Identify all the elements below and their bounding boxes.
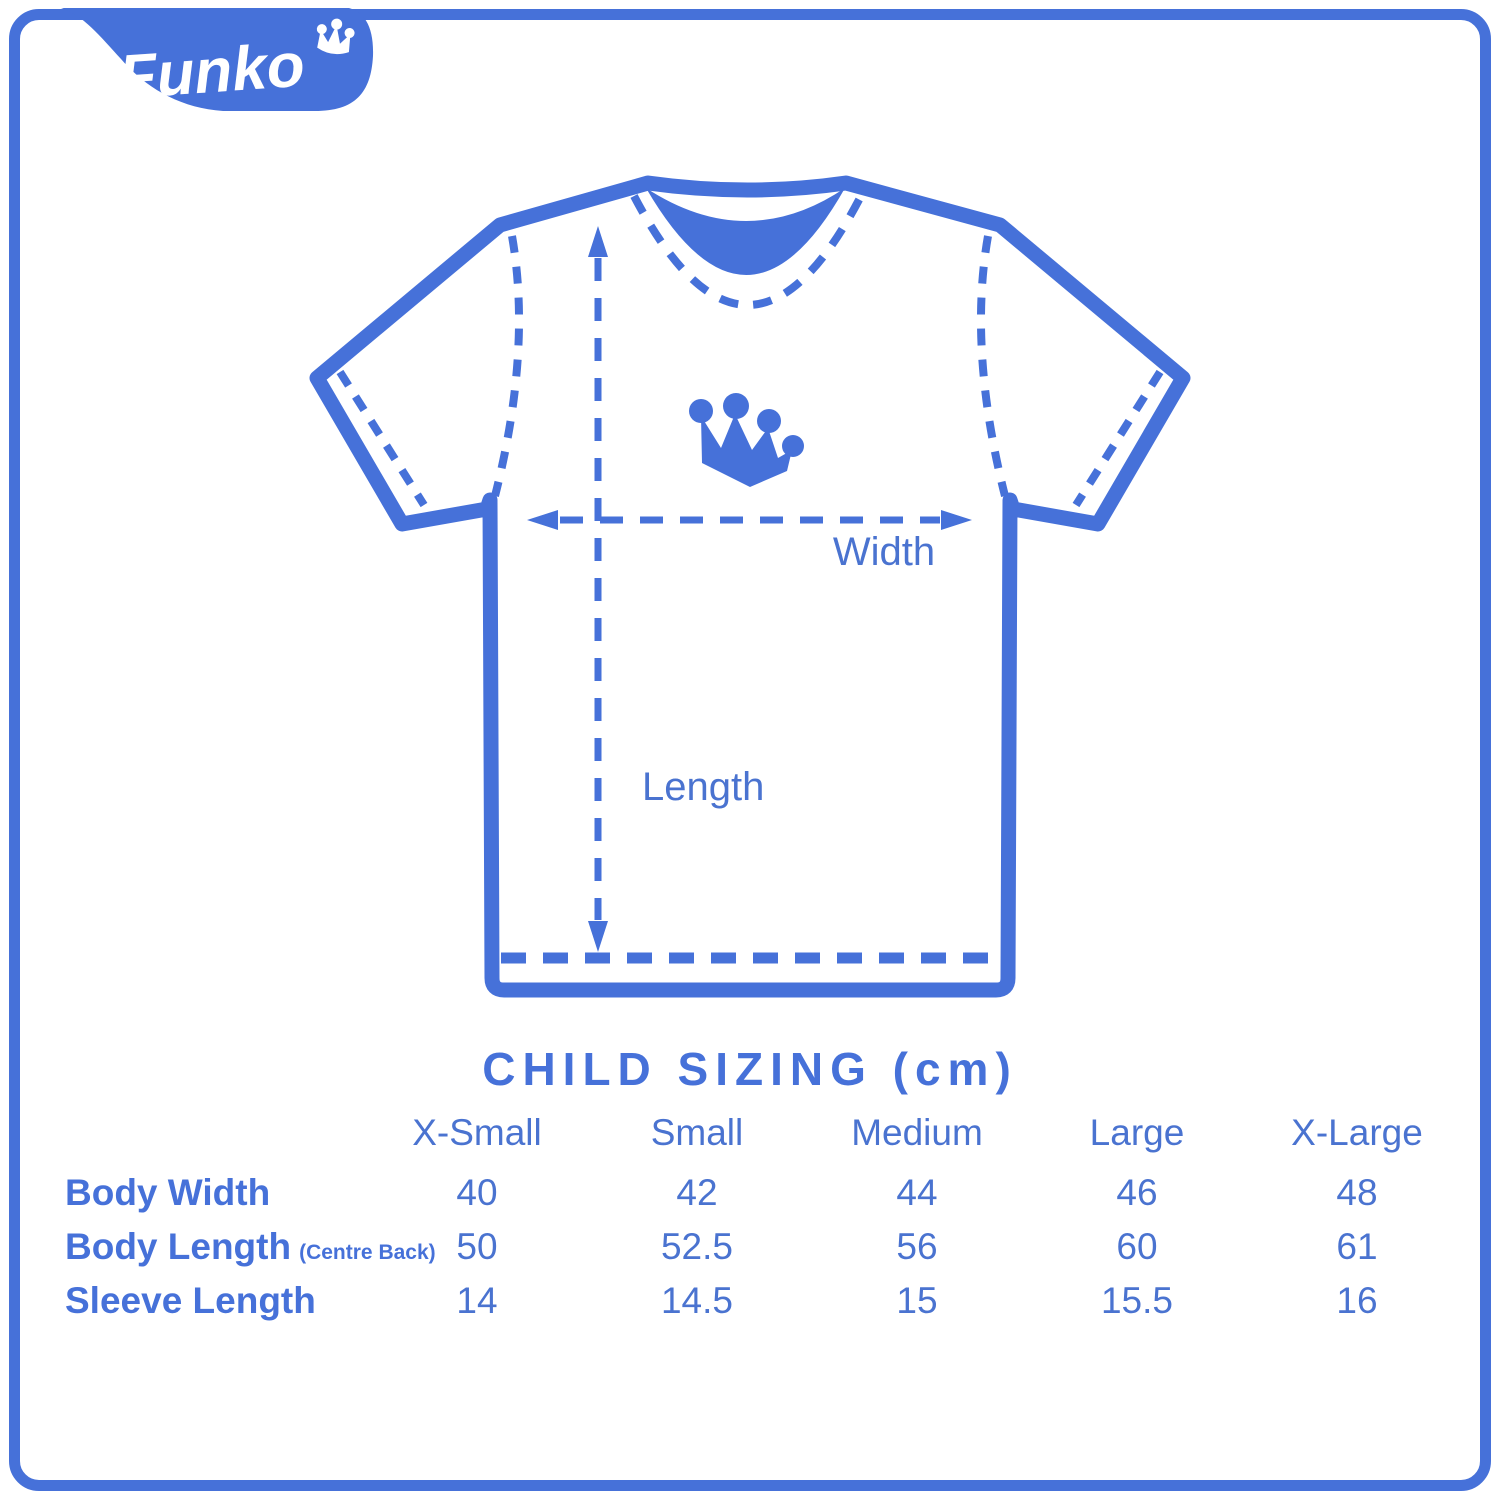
- page-border-frame: [9, 9, 1491, 1491]
- size-value-cell: 44: [896, 1172, 938, 1213]
- tshirt-outline: [309, 175, 1191, 998]
- width-arrow: [527, 510, 972, 530]
- size-value-cell: 14.5: [660, 1280, 733, 1321]
- sizing-title: CHILD SIZING (cm): [482, 1043, 1018, 1095]
- size-value-cell: 56: [896, 1226, 938, 1267]
- size-value-cell: 40: [456, 1172, 498, 1213]
- logo-badge-blob: [61, 8, 374, 111]
- left-armhole-seam: [491, 235, 524, 497]
- measurement-row-label: Body Length (Centre Back): [60, 1226, 436, 1268]
- brand-name: Funko: [116, 31, 306, 113]
- size-value-cell: 60: [1116, 1226, 1158, 1267]
- row-label-note: (Centre Back): [299, 1241, 436, 1264]
- row-label-text: Body Length: [65, 1226, 292, 1267]
- size-value-cell: 50: [456, 1226, 498, 1267]
- funko-logo: Funko: [61, 8, 374, 113]
- size-value-cell: 16: [1336, 1280, 1378, 1321]
- size-value-cell: 61: [1336, 1226, 1378, 1267]
- length-arrow: [588, 226, 608, 952]
- crown-icon: [689, 393, 804, 487]
- size-value-cell: 42: [676, 1172, 718, 1213]
- size-column-header: Large: [1089, 1112, 1185, 1153]
- size-value-cell: 48: [1336, 1172, 1378, 1213]
- size-value-cell: 52.5: [660, 1226, 733, 1267]
- size-column-header: X-Large: [1291, 1112, 1423, 1153]
- row-label-text: Body Width: [65, 1172, 271, 1213]
- measurement-row-label: Sleeve Length: [60, 1280, 367, 1322]
- size-value-cell: 46: [1116, 1172, 1158, 1213]
- size-column-header: Small: [650, 1112, 744, 1153]
- measurement-row-label: Body Width: [60, 1172, 367, 1214]
- row-label-text: Sleeve Length: [65, 1280, 316, 1321]
- sizing-table: X-Small Small Medium Large X-Large Body …: [60, 1100, 1472, 1328]
- size-value-cell: 15: [896, 1280, 938, 1321]
- size-value-cell: 14: [456, 1280, 498, 1321]
- size-value-cell: 15.5: [1100, 1280, 1173, 1321]
- right-armhole-seam: [976, 235, 1009, 497]
- collar-band: [646, 188, 845, 275]
- left-sleeve-seam: [336, 369, 428, 508]
- length-label: Length: [642, 765, 764, 809]
- size-column-header: Medium: [851, 1112, 983, 1153]
- crown-icon: [316, 18, 355, 55]
- size-column-header: X-Small: [412, 1112, 542, 1153]
- right-sleeve-seam: [1072, 369, 1164, 508]
- width-label: Width: [833, 530, 935, 574]
